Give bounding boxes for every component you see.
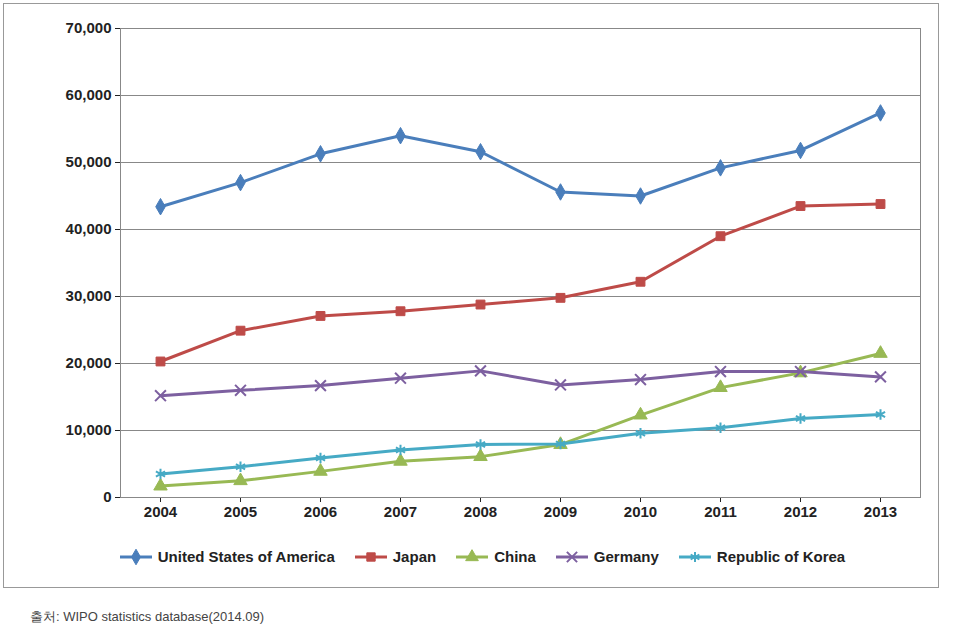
svg-text:0: 0 bbox=[103, 488, 111, 505]
svg-text:2011: 2011 bbox=[704, 503, 737, 520]
svg-text:2004: 2004 bbox=[144, 503, 178, 520]
html-text:Germany: Germany bbox=[593, 548, 659, 565]
svg-text:2005: 2005 bbox=[224, 503, 257, 520]
svg-text:2013: 2013 bbox=[864, 503, 897, 520]
svg-text:20,000: 20,000 bbox=[66, 354, 112, 371]
svg-text:70,000: 70,000 bbox=[66, 19, 112, 36]
svg-text:2007: 2007 bbox=[384, 503, 417, 520]
svg-text:2008: 2008 bbox=[464, 503, 497, 520]
svg-text:50,000: 50,000 bbox=[66, 153, 112, 170]
html-text:United States of America: United States of America bbox=[157, 548, 335, 565]
html-text:China: China bbox=[494, 548, 536, 565]
svg-text:2010: 2010 bbox=[624, 503, 657, 520]
svg-text:2012: 2012 bbox=[784, 503, 817, 520]
svg-text:60,000: 60,000 bbox=[66, 86, 112, 103]
svg-text:2009: 2009 bbox=[544, 503, 577, 520]
html-text:Republic of Korea: Republic of Korea bbox=[716, 548, 846, 565]
svg-text:2006: 2006 bbox=[304, 503, 337, 520]
html-text:Japan: Japan bbox=[392, 548, 437, 565]
svg-text:10,000: 10,000 bbox=[66, 421, 112, 438]
html-text:출처: WIPO statistics database(2: 출처: WIPO statistics database(2014.09) bbox=[30, 609, 265, 624]
svg-text:40,000: 40,000 bbox=[66, 220, 112, 237]
svg-text:30,000: 30,000 bbox=[66, 287, 112, 304]
